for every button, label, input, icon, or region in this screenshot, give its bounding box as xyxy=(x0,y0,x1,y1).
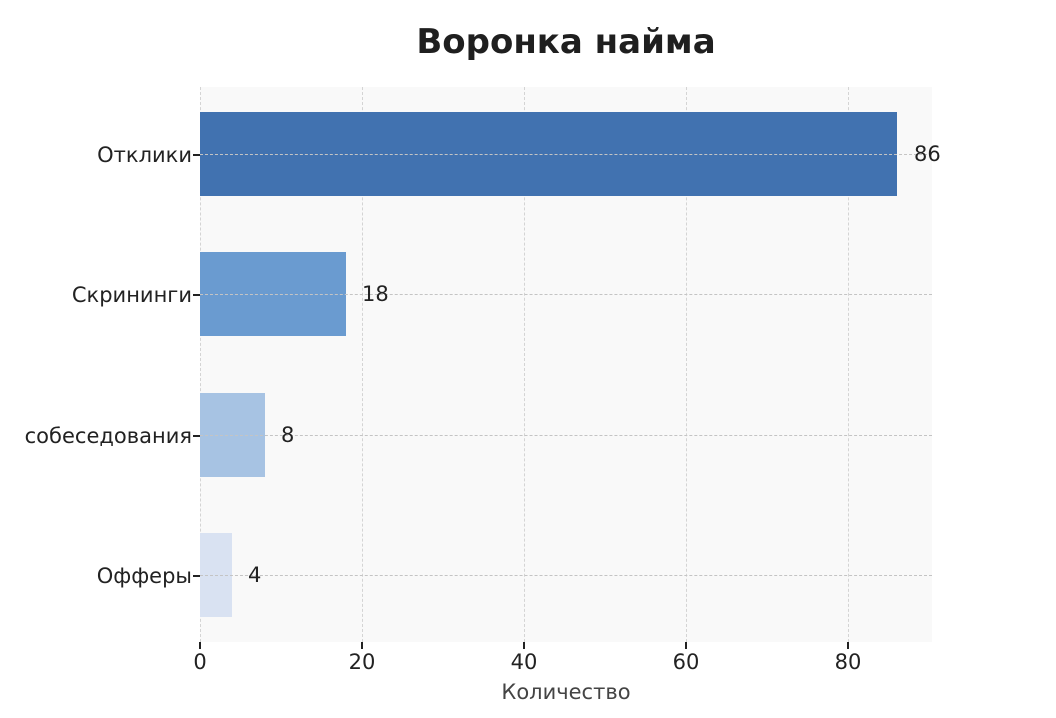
data-label: 4 xyxy=(248,563,262,587)
grid-line xyxy=(200,294,932,295)
x-tick-label: 60 xyxy=(672,650,700,674)
data-label: 18 xyxy=(362,282,389,306)
grid-line xyxy=(200,154,932,155)
x-tick-label: 20 xyxy=(348,650,376,674)
x-tick xyxy=(361,642,363,649)
plot-area: 86 18 8 4 xyxy=(200,87,941,642)
grid-line xyxy=(362,87,363,642)
x-tick-label: 0 xyxy=(193,650,207,674)
data-label: 86 xyxy=(914,142,941,166)
y-label-offery: Офферы xyxy=(96,564,192,588)
chart-title: Воронка найма xyxy=(416,22,716,62)
y-label-skriningi: Скрининги xyxy=(71,283,192,307)
x-tick xyxy=(847,642,849,649)
x-tick-label: 40 xyxy=(510,650,538,674)
x-tick-label: 80 xyxy=(834,650,862,674)
data-label: 8 xyxy=(281,423,295,447)
y-label-otkliki: Отклики xyxy=(97,143,192,167)
y-tick xyxy=(193,435,200,437)
y-tick xyxy=(193,154,200,156)
grid-line xyxy=(200,435,932,436)
grid-line xyxy=(200,575,932,576)
x-tick xyxy=(685,642,687,649)
grid-line xyxy=(848,87,849,642)
grid-line xyxy=(686,87,687,642)
grid-line xyxy=(200,87,201,642)
x-tick xyxy=(523,642,525,649)
y-tick xyxy=(193,294,200,296)
x-tick xyxy=(199,642,201,649)
y-label-sobesedovaniya: собеседования xyxy=(24,424,192,448)
x-axis-title: Количество xyxy=(501,680,631,704)
y-tick xyxy=(193,575,200,577)
grid-line xyxy=(524,87,525,642)
